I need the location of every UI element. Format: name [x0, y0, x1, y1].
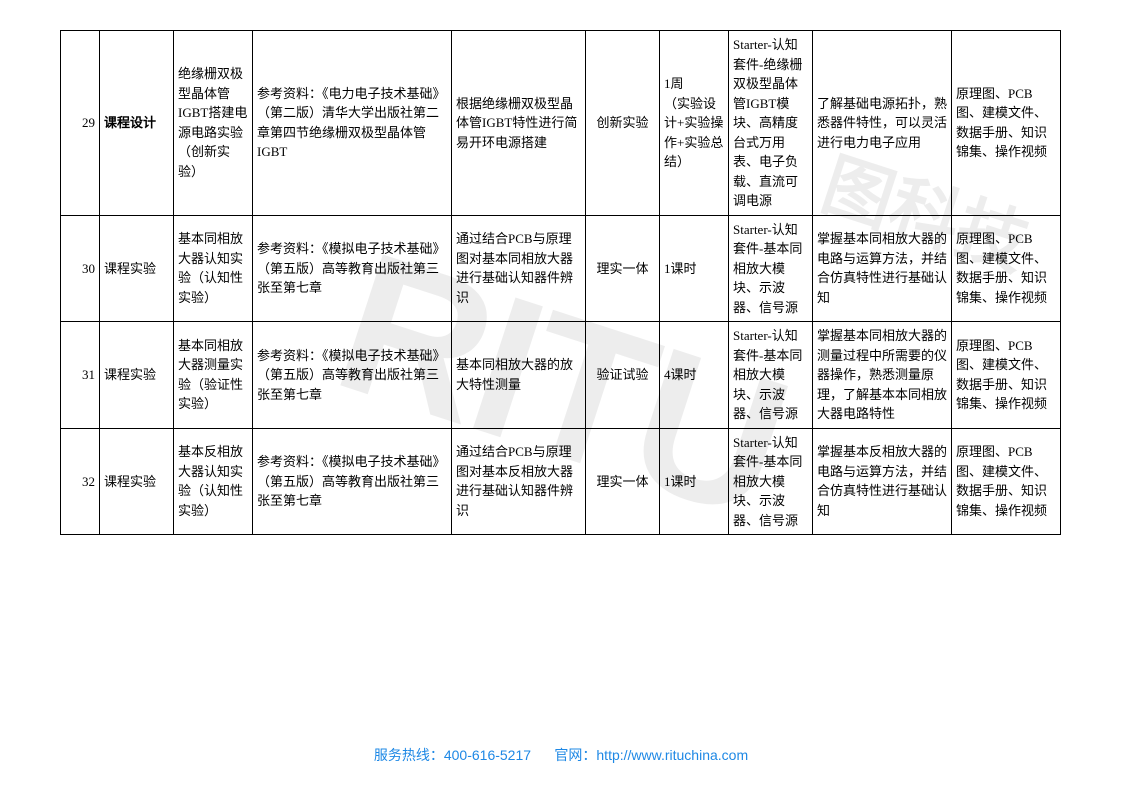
cell-equipment: Starter-认知套件-基本同相放大模块、示波器、信号源 — [729, 322, 813, 429]
course-table: 29课程设计绝缘栅双极型晶体管IGBT搭建电源电路实验（创新实验）参考资料：《电… — [60, 30, 1061, 535]
cell-objective: 掌握基本同相放大器的电路与运算方法，并结合仿真特性进行基础认知 — [813, 215, 952, 322]
cell-category: 课程实验 — [100, 215, 174, 322]
table-row: 32课程实验基本反相放大器认知实验（认知性实验）参考资料：《模拟电子技术基础》（… — [61, 428, 1061, 535]
cell-content: 通过结合PCB与原理图对基本反相放大器进行基础认知器件辨识 — [452, 428, 586, 535]
cell-content: 通过结合PCB与原理图对基本同相放大器进行基础认知器件辨识 — [452, 215, 586, 322]
hotline-label: 服务热线： — [374, 747, 444, 763]
cell-materials: 原理图、PCB图、建模文件、数据手册、知识锦集、操作视频 — [952, 322, 1061, 429]
cell-materials: 原理图、PCB图、建模文件、数据手册、知识锦集、操作视频 — [952, 215, 1061, 322]
cell-category: 课程实验 — [100, 322, 174, 429]
cell-reference: 参考资料：《模拟电子技术基础》（第五版）高等教育出版社第三张至第七章 — [253, 215, 452, 322]
cell-duration: 1周（实验设计+实验操作+实验总结） — [660, 31, 729, 216]
cell-equipment: Starter-认知套件-基本同相放大模块、示波器、信号源 — [729, 428, 813, 535]
cell-content: 根据绝缘栅双极型晶体管IGBT特性进行简易开环电源搭建 — [452, 31, 586, 216]
cell-content: 基本同相放大器的放大特性测量 — [452, 322, 586, 429]
table-row: 30课程实验基本同相放大器认知实验（认知性实验）参考资料：《模拟电子技术基础》（… — [61, 215, 1061, 322]
cell-objective: 了解基础电源拓扑，熟悉器件特性，可以灵活进行电力电子应用 — [813, 31, 952, 216]
cell-equipment: Starter-认知套件-绝缘栅双极型晶体管IGBT模块、高精度台式万用表、电子… — [729, 31, 813, 216]
cell-duration: 4课时 — [660, 322, 729, 429]
cell-seq: 29 — [61, 31, 100, 216]
cell-seq: 32 — [61, 428, 100, 535]
cell-category: 课程设计 — [100, 31, 174, 216]
page-body: 29课程设计绝缘栅双极型晶体管IGBT搭建电源电路实验（创新实验）参考资料：《电… — [0, 0, 1122, 535]
cell-reference: 参考资料：《模拟电子技术基础》（第五版）高等教育出版社第三张至第七章 — [253, 428, 452, 535]
site-link[interactable]: http://www.rituchina.com — [596, 747, 748, 763]
cell-objective: 掌握基本反相放大器的电路与运算方法，并结合仿真特性进行基础认知 — [813, 428, 952, 535]
table-row: 29课程设计绝缘栅双极型晶体管IGBT搭建电源电路实验（创新实验）参考资料：《电… — [61, 31, 1061, 216]
cell-reference: 参考资料：《电力电子技术基础》（第二版）清华大学出版社第二章第四节绝缘栅双极型晶… — [253, 31, 452, 216]
hotline-number: 400-616-5217 — [444, 747, 531, 763]
cell-materials: 原理图、PCB图、建模文件、数据手册、知识锦集、操作视频 — [952, 31, 1061, 216]
cell-seq: 30 — [61, 215, 100, 322]
cell-seq: 31 — [61, 322, 100, 429]
cell-objective: 掌握基本同相放大器的测量过程中所需要的仪器操作，熟悉测量原理，了解基本本同相放大… — [813, 322, 952, 429]
cell-type: 创新实验 — [586, 31, 660, 216]
cell-reference: 参考资料：《模拟电子技术基础》（第五版）高等教育出版社第三张至第七章 — [253, 322, 452, 429]
cell-category: 课程实验 — [100, 428, 174, 535]
cell-duration: 1课时 — [660, 428, 729, 535]
cell-duration: 1课时 — [660, 215, 729, 322]
cell-type: 理实一体 — [586, 428, 660, 535]
cell-name: 基本同相放大器测量实验（验证性实验） — [174, 322, 253, 429]
page-footer: 服务热线：400-616-5217 官网：http://www.rituchin… — [0, 745, 1122, 765]
cell-equipment: Starter-认知套件-基本同相放大模块、示波器、信号源 — [729, 215, 813, 322]
cell-name: 基本同相放大器认知实验（认知性实验） — [174, 215, 253, 322]
cell-name: 绝缘栅双极型晶体管IGBT搭建电源电路实验（创新实验） — [174, 31, 253, 216]
cell-type: 验证试验 — [586, 322, 660, 429]
cell-name: 基本反相放大器认知实验（认知性实验） — [174, 428, 253, 535]
cell-materials: 原理图、PCB图、建模文件、数据手册、知识锦集、操作视频 — [952, 428, 1061, 535]
cell-type: 理实一体 — [586, 215, 660, 322]
table-row: 31课程实验基本同相放大器测量实验（验证性实验）参考资料：《模拟电子技术基础》（… — [61, 322, 1061, 429]
site-label: 官网： — [554, 747, 596, 763]
